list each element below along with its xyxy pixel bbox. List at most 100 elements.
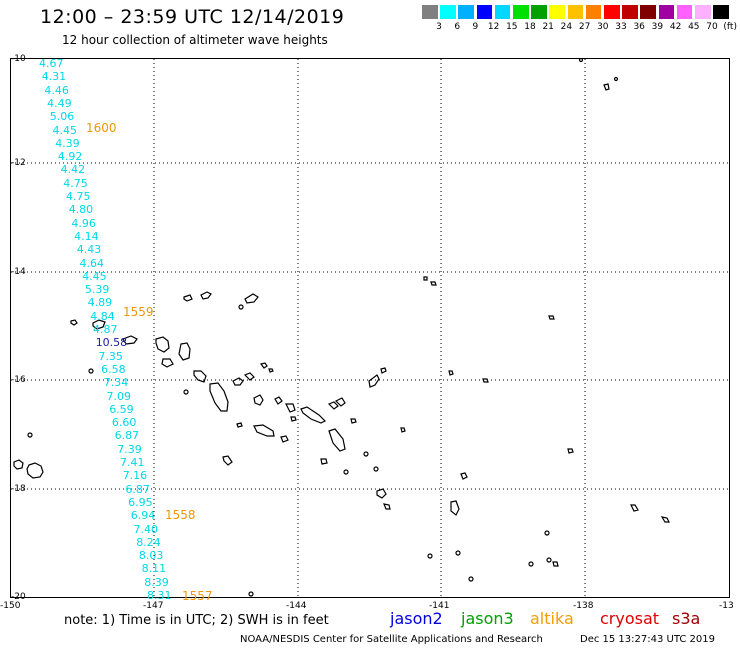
color-scale-label: 33 xyxy=(615,22,627,32)
wave-height-label: 7.16 xyxy=(122,469,148,483)
color-swatch xyxy=(440,5,456,19)
island xyxy=(548,315,555,320)
lon-label: -138 xyxy=(573,601,594,611)
island xyxy=(448,370,454,376)
island xyxy=(613,76,619,82)
wave-height-label: 8.39 xyxy=(144,575,169,589)
island xyxy=(193,370,207,383)
wave-height-label: 7.40 xyxy=(133,522,159,536)
color-scale-label: 70 xyxy=(706,22,718,32)
wave-height-label: 10.58 xyxy=(95,336,128,350)
time-label: 1559 xyxy=(123,305,154,319)
wave-height-label: 5.06 xyxy=(49,110,75,124)
color-swatch xyxy=(676,5,693,19)
wave-height-label: 4.87 xyxy=(93,323,118,336)
color-swatch xyxy=(458,5,474,19)
wave-height-label: 7.09 xyxy=(106,389,132,403)
island xyxy=(430,281,437,286)
wave-height-label: 6.87 xyxy=(125,482,150,496)
island xyxy=(343,469,349,475)
chart-title: 12:00 – 23:59 UTC 12/14/2019 xyxy=(40,6,345,28)
lon-label: -147 xyxy=(143,601,164,611)
island xyxy=(450,500,460,516)
lat-label: -18 xyxy=(11,484,26,494)
island xyxy=(400,427,406,433)
map-plot xyxy=(11,59,729,597)
island xyxy=(155,336,170,353)
map-frame: -10 -12 -14 -16 -18 -20 4.67 4.31 4.46 4.49… xyxy=(10,54,730,603)
island xyxy=(460,472,468,480)
color-swatch xyxy=(531,5,547,19)
island xyxy=(327,401,339,410)
wave-height-label: 4.49 xyxy=(47,96,72,110)
wave-height-label: 4.84 xyxy=(90,309,115,323)
lon-label: -150 xyxy=(0,601,21,611)
lat-label: -14 xyxy=(11,267,26,277)
island xyxy=(222,455,233,466)
satellite-altika: altika xyxy=(530,609,574,628)
island xyxy=(209,382,229,412)
wave-height-label: 5.39 xyxy=(84,283,110,297)
color-swatch xyxy=(422,5,438,19)
color-scale-label: 24 xyxy=(560,22,573,32)
wave-height-label: 4.67 xyxy=(39,57,64,70)
island xyxy=(248,591,254,597)
lat-label: -10 xyxy=(11,54,26,64)
generated-timestamp: Dec 15 13:27:43 UTC 2019 xyxy=(580,634,715,645)
island xyxy=(183,294,193,302)
color-scale-label: 45 xyxy=(688,22,700,32)
island xyxy=(660,516,670,523)
wave-height-label: 6.87 xyxy=(114,429,140,443)
wave-height-label: 4.43 xyxy=(76,243,102,257)
wave-height-label: 8.11 xyxy=(141,562,167,576)
island xyxy=(274,396,283,405)
lat-label: -16 xyxy=(11,375,26,385)
island xyxy=(350,418,357,424)
island xyxy=(328,428,346,452)
satellite-jason2: jason2 xyxy=(390,609,443,628)
island xyxy=(567,448,574,454)
island xyxy=(238,304,244,310)
color-scale-label: 39 xyxy=(651,22,664,32)
wave-height-label: 6.95 xyxy=(128,495,153,509)
wave-height-label: 4.45 xyxy=(82,269,107,283)
wave-height-label: 4.75 xyxy=(66,190,91,203)
color-scale-label: 9 xyxy=(472,22,479,32)
island xyxy=(468,576,474,582)
wave-height-label: 4.75 xyxy=(63,176,88,190)
satellite-s3a: s3a xyxy=(672,609,701,628)
island xyxy=(285,403,296,413)
satellite-jason3: jason3 xyxy=(461,609,514,628)
island xyxy=(88,368,94,374)
wave-height-label: 4.89 xyxy=(87,296,113,310)
lat-label: -20 xyxy=(11,592,26,602)
wave-height-label: 7.41 xyxy=(120,456,145,469)
color-swatch xyxy=(494,5,511,19)
island xyxy=(363,451,369,457)
color-swatch xyxy=(513,5,529,19)
island xyxy=(546,557,552,563)
wave-height-label: 7.34 xyxy=(103,376,129,390)
island xyxy=(528,561,534,567)
island xyxy=(232,377,244,386)
wave-height-label: 6.59 xyxy=(109,402,134,416)
wave-height-label: 4.96 xyxy=(71,216,96,230)
color-scale-label: 3 xyxy=(436,22,442,32)
island xyxy=(630,504,639,512)
wave-height-label: 4.80 xyxy=(68,203,94,217)
island xyxy=(300,406,327,424)
wave-height-label: 4.39 xyxy=(55,136,80,150)
color-scale-label: 42 xyxy=(669,22,682,32)
color-scale-label: 6 xyxy=(454,22,461,32)
wave-height-label: 4.92 xyxy=(57,150,83,164)
island xyxy=(373,466,379,472)
island xyxy=(482,378,489,383)
wave-height-label: 4.42 xyxy=(60,163,86,177)
island xyxy=(544,530,550,536)
island xyxy=(259,362,268,369)
lat-label: -12 xyxy=(11,158,26,168)
island xyxy=(178,342,191,361)
wave-height-label: 6.58 xyxy=(101,362,126,376)
island xyxy=(280,435,289,443)
wave-height-label: 8.31 xyxy=(147,589,172,602)
